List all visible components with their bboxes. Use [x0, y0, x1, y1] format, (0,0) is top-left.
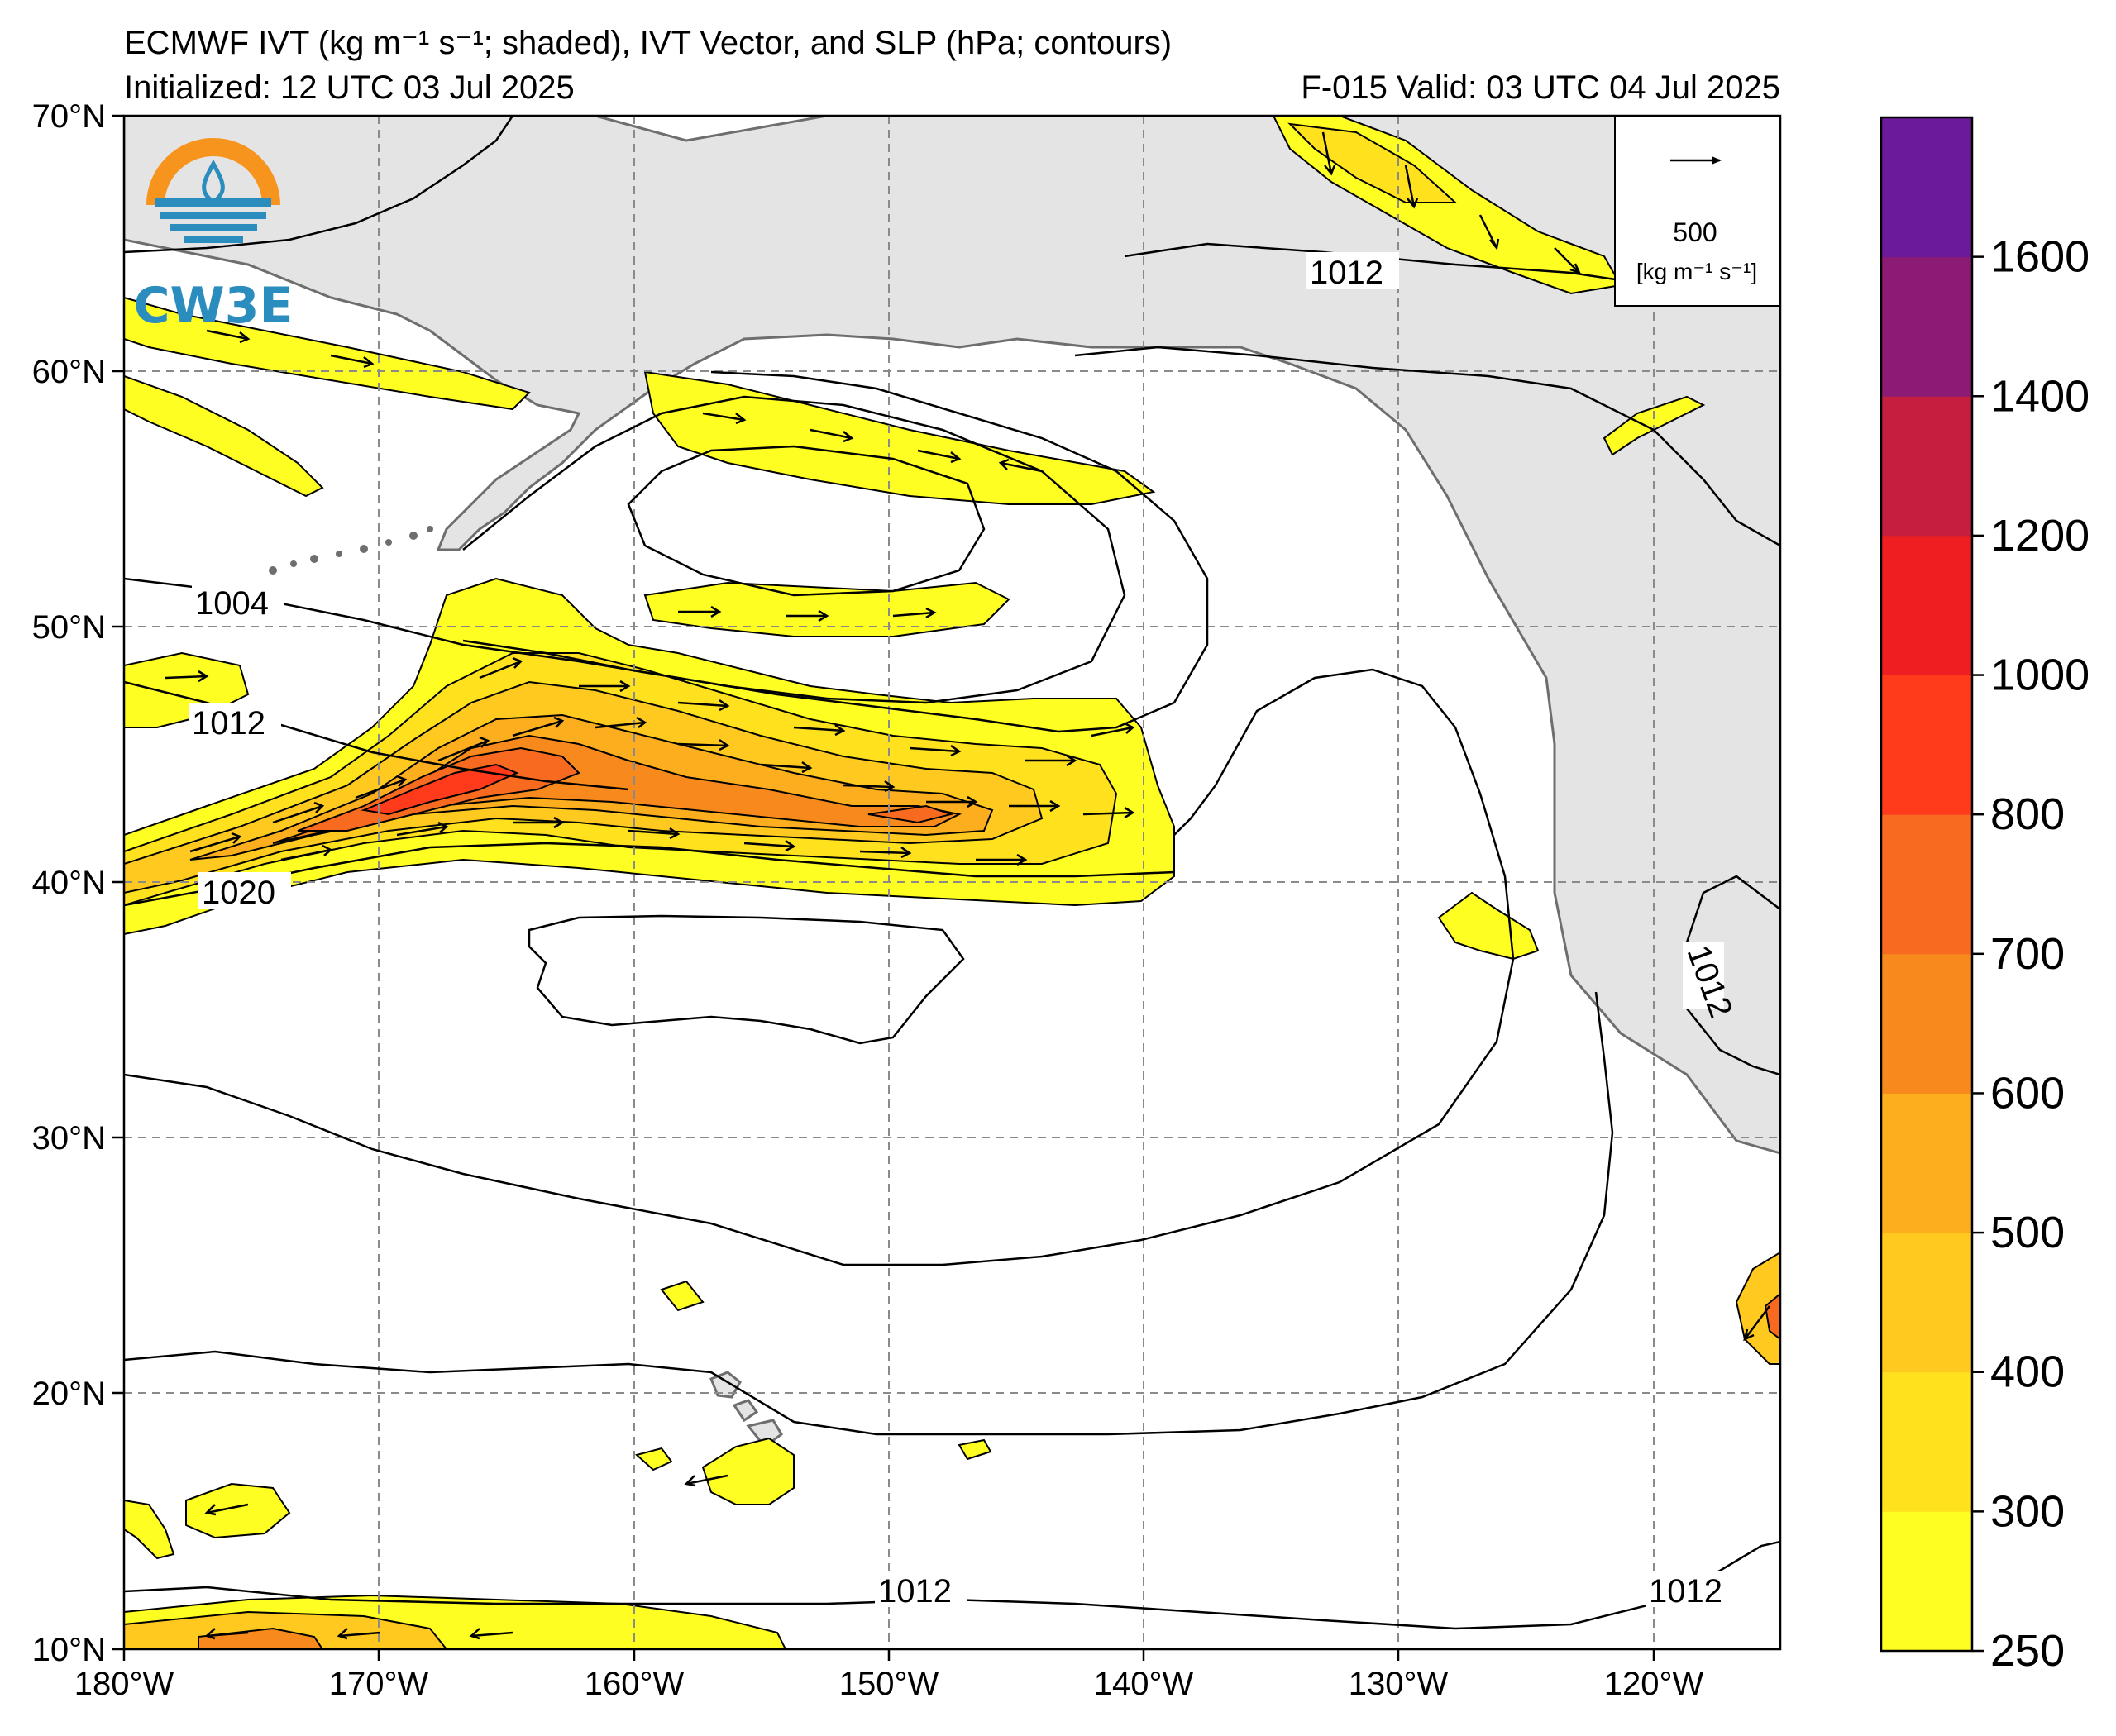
ivt-gulf-band	[643, 370, 1156, 505]
cw3e-logo: CW3E	[134, 138, 294, 335]
ivt-bering-band	[124, 374, 324, 498]
slp-contour-interior	[1074, 346, 1780, 547]
colorbar-label: 1600	[1990, 232, 2090, 282]
grid-lines	[124, 116, 1780, 1649]
colorbar-labels: 250 300 400 500 600 700 800 1000 1200 14…	[1990, 232, 2090, 1676]
lon-label: 170°W	[329, 1666, 429, 1702]
slp-label-1012-south: 1012	[878, 1573, 952, 1610]
axis-ticks	[112, 114, 1655, 1661]
ivt-canada-core	[1287, 122, 1458, 203]
colorbar-segment	[1881, 117, 1972, 258]
colorbar: 250 300 400 500 600 700 800 1000 1200 14…	[1880, 116, 2090, 1676]
lon-label: 180°W	[74, 1666, 174, 1702]
ivt-hawaii-a	[701, 1437, 795, 1505]
colorbar-label: 700	[1990, 929, 2065, 979]
ivt-800-core	[361, 763, 519, 816]
colorbar-segment	[1881, 1233, 1972, 1373]
lat-label: 10°N	[32, 1632, 106, 1668]
colorbar-label: 600	[1990, 1068, 2065, 1118]
ivt-ca-small	[1437, 891, 1540, 961]
ivt-hawaii-d	[634, 1280, 992, 1471]
lat-label: 70°N	[32, 98, 106, 135]
map-area: 1004 1012 1020 1012 1012 1012 1012 500 […	[124, 116, 1780, 1649]
colorbar-segment	[1881, 675, 1972, 815]
vector-key-value: 500	[1673, 217, 1717, 247]
ivt-hawaii-b	[185, 1482, 291, 1539]
colorbar-label: 1000	[1990, 651, 2090, 700]
lon-label: 130°W	[1349, 1666, 1449, 1702]
colorbar-label: 800	[1990, 789, 2065, 839]
colorbar-ticks	[1972, 255, 1984, 1653]
slp-contour-high-outer	[124, 668, 1515, 1266]
vector-key: 500 [kg m⁻¹ s⁻¹]	[1614, 116, 1780, 307]
hawaii-islands	[709, 1371, 783, 1449]
colorbar-segment	[1881, 1093, 1972, 1233]
lon-label: 160°W	[585, 1666, 685, 1702]
ivt-hawaii-c	[124, 1499, 175, 1560]
lon-axis-labels: 180°W 170°W 160°W 150°W 140°W 130°W 120°…	[74, 1666, 1704, 1702]
colorbar-frame	[1880, 116, 1974, 1653]
slp-contour-high-inner	[528, 914, 965, 1045]
colorbar-segment	[1881, 256, 1972, 397]
ivt-kamchatka-band	[124, 296, 531, 411]
colorbar-label: 1400	[1990, 371, 2090, 421]
ivt-600-band	[272, 734, 962, 844]
colorbar-segment	[1881, 814, 1972, 955]
colorbar-label: 300	[1990, 1486, 2065, 1536]
alaska-landmass	[124, 116, 1780, 1155]
logo-text: CW3E	[134, 277, 294, 335]
aleutian-islands	[269, 526, 433, 575]
slp-label-1012-canada: 1012	[1310, 255, 1383, 291]
lat-label: 20°N	[32, 1376, 106, 1412]
valid-time: F-015 Valid: 03 UTC 04 Jul 2025	[1301, 69, 1780, 106]
lon-label: 120°W	[1604, 1666, 1704, 1702]
logo-drop	[202, 159, 225, 205]
ivt-shading	[124, 116, 1780, 1649]
slp-contour-arctic	[124, 116, 514, 254]
lat-label: 30°N	[32, 1120, 106, 1157]
slp-labels: 1004 1012 1020 1012 1012 1012 1012	[189, 252, 1739, 1610]
colorbar-segments	[1881, 117, 1972, 1652]
colorbar-segment	[1881, 953, 1972, 1094]
ivt-vectors	[165, 131, 1770, 1640]
logo-ring	[146, 138, 280, 206]
lon-label: 140°W	[1094, 1666, 1194, 1702]
colorbar-segment	[1881, 1371, 1972, 1512]
lat-label: 50°N	[32, 609, 106, 646]
slp-contour-low-inner	[627, 445, 986, 597]
ivt-tropical-core	[1764, 1292, 1780, 1341]
vector-key-units: [kg m⁻¹ s⁻¹]	[1636, 259, 1757, 284]
colorbar-label: 400	[1990, 1347, 2065, 1397]
colorbar-segment	[1881, 396, 1972, 537]
ivt-mid-band	[643, 581, 1010, 637]
slp-contour-low-outer	[124, 370, 1209, 733]
lat-label: 60°N	[32, 354, 106, 390]
colorbar-label: 1200	[1990, 511, 2090, 560]
colorbar-label: 250	[1990, 1626, 2065, 1676]
slp-contour-1012-south	[124, 991, 1614, 1436]
initialized-time: Initialized: 12 UTC 03 Jul 2025	[124, 69, 575, 106]
slp-label-1012-west: 1012	[192, 705, 265, 742]
lat-axis-labels: 70°N 60°N 50°N 40°N 30°N 20°N 10°N	[32, 98, 106, 1668]
slp-label-1004: 1004	[195, 585, 269, 622]
lon-label: 150°W	[839, 1666, 939, 1702]
slp-label-1012-southeast: 1012	[1649, 1573, 1722, 1610]
slp-label-1020: 1020	[202, 875, 275, 911]
map-title: ECMWF IVT (kg m⁻¹ s⁻¹; shaded), IVT Vect…	[124, 25, 1173, 61]
colorbar-label: 500	[1990, 1208, 2065, 1257]
lat-label: 40°N	[32, 865, 106, 901]
colorbar-segment	[1881, 535, 1972, 676]
colorbar-segment	[1881, 1511, 1972, 1652]
